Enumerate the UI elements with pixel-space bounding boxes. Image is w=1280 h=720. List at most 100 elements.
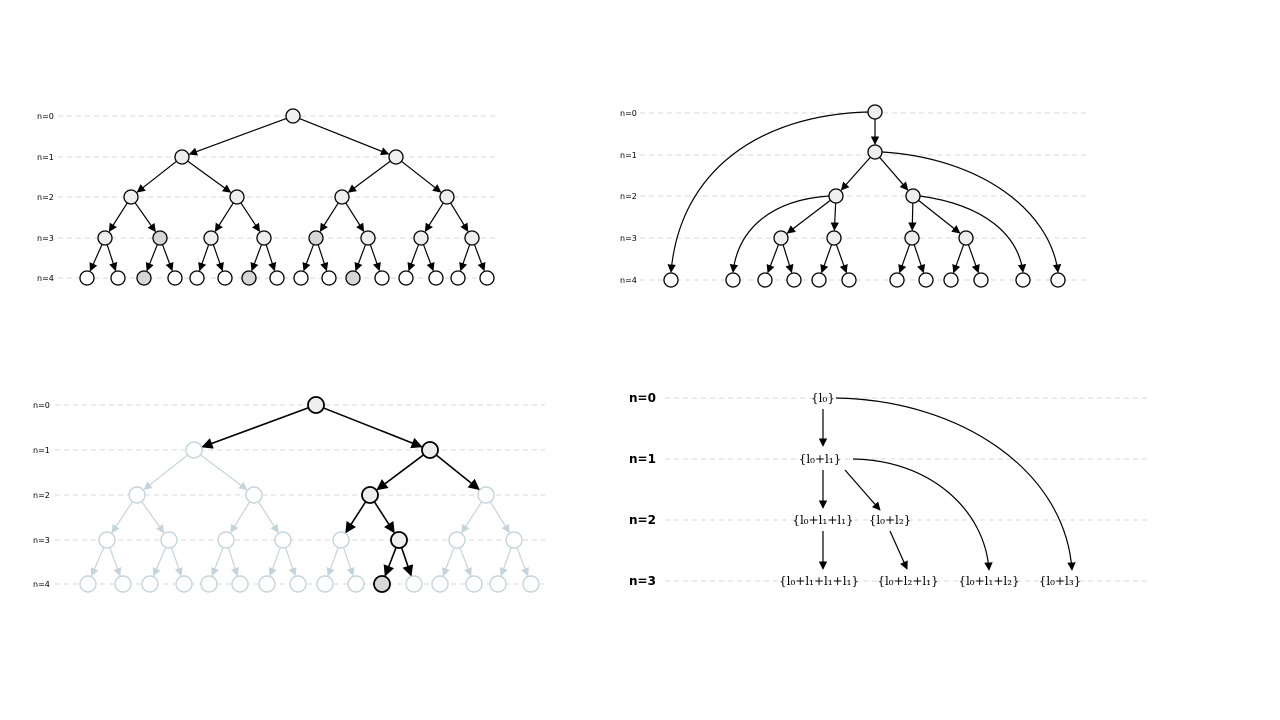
level-label: n=0 xyxy=(33,401,50,410)
level-label: n=2 xyxy=(620,192,637,201)
tree-edge xyxy=(106,244,118,272)
tree-edge xyxy=(299,118,390,156)
set-node-l0: {l₀} xyxy=(811,391,835,405)
tree-edge xyxy=(782,244,794,274)
tree-edge xyxy=(201,407,309,449)
level-label: n=3 xyxy=(37,234,54,243)
tree-node xyxy=(128,486,146,504)
level-label: n=3 xyxy=(629,574,656,588)
tree-edge xyxy=(268,547,281,577)
tree-node xyxy=(136,270,152,286)
tree-node xyxy=(189,270,205,286)
tree-edge xyxy=(187,160,232,193)
tree-edge xyxy=(908,202,917,231)
level-label: n=1 xyxy=(620,151,637,160)
tree-node xyxy=(918,272,934,288)
tree-node xyxy=(390,531,408,549)
tree-edge xyxy=(835,244,848,274)
tree-edge xyxy=(345,202,365,232)
tree-node xyxy=(293,270,309,286)
skip-arc-edge xyxy=(667,111,869,273)
tree-node xyxy=(663,272,679,288)
tree-node xyxy=(217,531,235,549)
tree-edge xyxy=(323,407,423,449)
tree-edge xyxy=(136,160,177,193)
tree-edge xyxy=(152,547,167,577)
tree-node xyxy=(160,531,178,549)
tree-edge xyxy=(400,547,414,577)
set-edge xyxy=(889,530,908,570)
tree-node xyxy=(361,486,379,504)
tree-node xyxy=(522,575,540,593)
tree-node xyxy=(332,531,350,549)
tree-edge xyxy=(212,244,224,272)
tree-node xyxy=(308,230,324,246)
tree-edge xyxy=(376,454,425,491)
full-tree-panel: n=0 n=1 n=2 n=3 n=4 xyxy=(37,108,498,286)
tree-node xyxy=(773,230,789,246)
tree-node xyxy=(725,272,741,288)
composition-sets-panel: n=0 n=1 n=2 n=3 {l₀} {l₀+l₁} {l₀+l₁+l₁} {l₀+l₂}… xyxy=(629,391,1150,588)
tree-edge xyxy=(317,244,329,272)
tree-edge xyxy=(214,202,234,232)
tree-edge xyxy=(326,547,339,577)
tree-node xyxy=(347,575,365,593)
tree-node xyxy=(439,189,455,205)
set-arc-edge xyxy=(835,397,1076,571)
tree-node xyxy=(373,575,391,593)
tree-node xyxy=(289,575,307,593)
tree-edge xyxy=(145,244,158,272)
tree-node xyxy=(321,270,337,286)
level-label: n=2 xyxy=(629,513,656,527)
tree-edge xyxy=(265,244,277,272)
tree-edge xyxy=(898,244,911,274)
tree-node xyxy=(811,272,827,288)
set-node-l0-l1: {l₀+l₁} xyxy=(799,452,842,466)
level-label: n=4 xyxy=(620,276,637,285)
tree-edge xyxy=(227,547,239,577)
tree-edge xyxy=(766,244,780,274)
tree-node xyxy=(388,149,404,165)
tree-node xyxy=(217,270,233,286)
tree-edge xyxy=(230,501,251,534)
tree-edge xyxy=(489,501,510,534)
tree-node xyxy=(1050,272,1066,288)
tree-node xyxy=(245,486,263,504)
tree-node xyxy=(450,270,466,286)
tree-node xyxy=(174,149,190,165)
tree-edge xyxy=(345,501,367,534)
tree-node xyxy=(258,575,276,593)
tree-node xyxy=(200,575,218,593)
tree-node xyxy=(786,272,802,288)
tree-node xyxy=(79,575,97,593)
level-label: n=2 xyxy=(37,193,54,202)
tree-edge xyxy=(141,501,165,534)
tree-node xyxy=(274,531,292,549)
tree-edge xyxy=(830,202,839,231)
tree-node xyxy=(465,575,483,593)
tree-edge xyxy=(450,202,469,232)
level-label: n=1 xyxy=(629,452,656,466)
set-arc-edge xyxy=(852,458,993,571)
tree-edge xyxy=(461,501,483,534)
tree-edge xyxy=(422,244,435,272)
tree-edge xyxy=(319,202,339,232)
tree-node xyxy=(360,230,376,246)
level-label: n=0 xyxy=(620,109,637,118)
tree-edge xyxy=(435,454,480,491)
tree-edge xyxy=(161,244,174,272)
tree-node xyxy=(867,144,883,160)
tree-edge xyxy=(516,547,529,577)
set-edge xyxy=(844,469,881,511)
tree-edge xyxy=(257,501,279,534)
tree-node xyxy=(973,272,989,288)
tree-edge xyxy=(240,202,261,233)
tree-edge xyxy=(302,244,315,272)
level-label: n=4 xyxy=(33,580,50,589)
level-label: n=0 xyxy=(629,391,656,405)
tree-node xyxy=(229,189,245,205)
tree-edge xyxy=(442,547,455,577)
tree-edge xyxy=(407,244,420,272)
tree-edge xyxy=(347,160,391,193)
